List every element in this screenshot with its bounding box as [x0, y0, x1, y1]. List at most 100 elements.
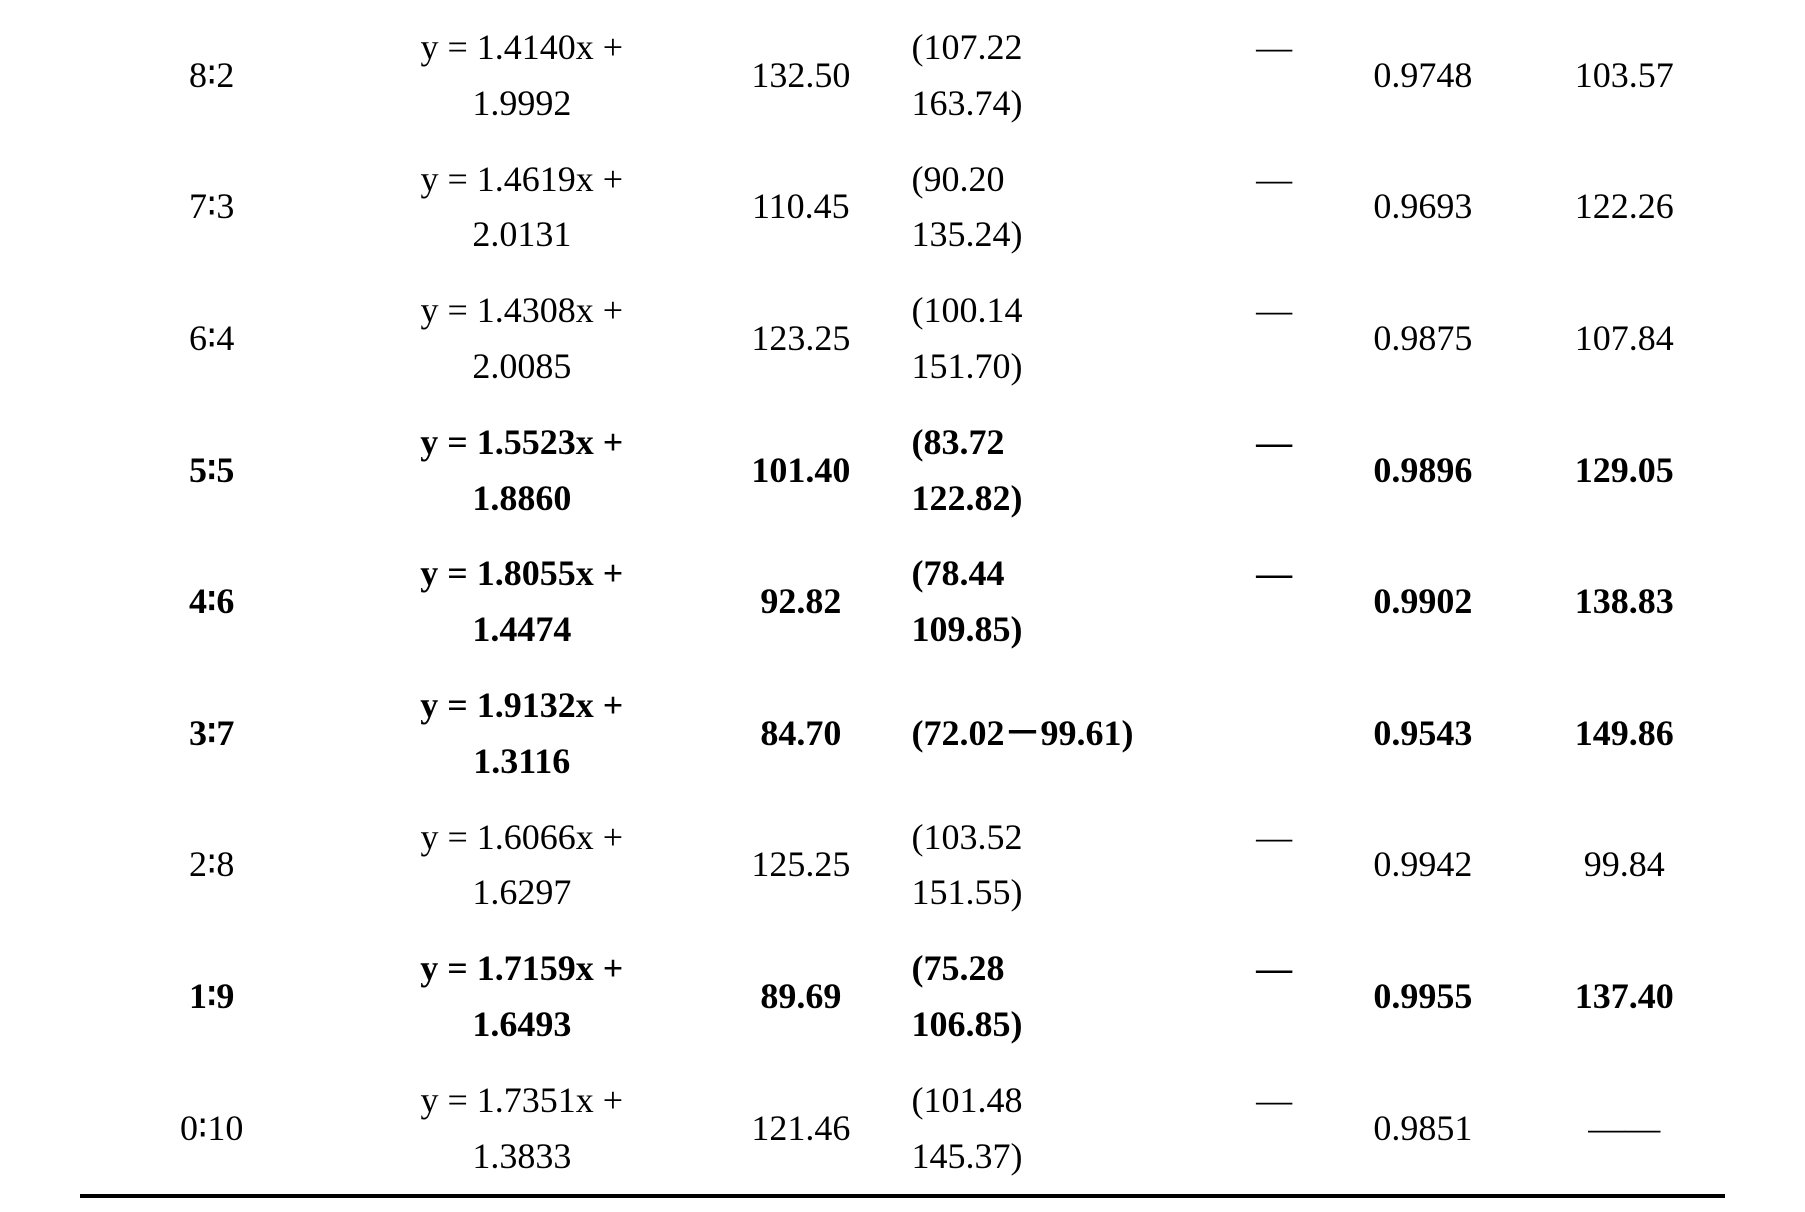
ratio-left: 5: [189, 450, 207, 490]
equation-line2: 1.6297: [472, 865, 571, 921]
range-cell: (101.48145.37)—: [902, 1063, 1323, 1197]
value-cell: 89.69: [700, 931, 901, 1063]
r-squared-cell: 0.9896: [1322, 405, 1523, 537]
equation-line2: 2.0131: [472, 207, 571, 263]
r-squared-cell: 0.9942: [1322, 800, 1523, 932]
equation-line2: 1.8860: [472, 471, 571, 527]
range-high: 145.37): [912, 1129, 1023, 1185]
value-cell: 125.25: [700, 800, 901, 932]
metric-cell: 107.84: [1524, 273, 1725, 405]
ratio-left: 3: [189, 713, 207, 753]
equation-cell: y = 1.4308x +2.0085: [343, 273, 700, 405]
equation-line2: 1.4474: [472, 602, 571, 658]
ratio-left: 1: [189, 976, 207, 1016]
ratio-right: 10: [207, 1108, 243, 1148]
equation-line1: y = 1.4308x +: [421, 283, 624, 339]
table-row: 4∶6y = 1.8055x +1.447492.82(78.44109.85)…: [80, 536, 1725, 668]
ratio-right: 8: [216, 844, 234, 884]
r-squared-cell: 0.9543: [1322, 668, 1523, 800]
r-squared-cell: 0.9875: [1322, 273, 1523, 405]
range-cell: (107.22163.74) —: [902, 10, 1323, 142]
ratio-right: 7: [216, 713, 234, 753]
table-row: 6∶4y = 1.4308x +2.0085123.25(100.14151.7…: [80, 273, 1725, 405]
equation-line2: 1.3116: [473, 734, 570, 790]
table-row: 2∶8 y = 1.6066x +1.6297 125.25(103.52151.5…: [80, 800, 1725, 932]
range-low: (107.22: [912, 20, 1023, 76]
metric-cell: 138.83: [1524, 536, 1725, 668]
table-row: 3∶7y = 1.9132x +1.311684.70(72.02－99.61)…: [80, 668, 1725, 800]
r-squared-cell: 0.9902: [1322, 536, 1523, 668]
range-dash-icon: —: [1236, 415, 1314, 471]
range-high: 151.55): [912, 865, 1023, 921]
range-low: (103.52: [912, 810, 1023, 866]
metric-cell: 137.40: [1524, 931, 1725, 1063]
metric-cell: ——: [1524, 1063, 1725, 1197]
ratio-left: 2: [189, 844, 207, 884]
ratio-left: 6: [189, 318, 207, 358]
equation-line1: y = 1.6066x +: [421, 810, 624, 866]
range-low: (100.14: [912, 283, 1023, 339]
range-low: (75.28: [912, 941, 1023, 997]
equation-cell: y = 1.7351x +1.3833: [343, 1063, 700, 1197]
range-low: (83.72: [912, 415, 1023, 471]
r-squared-cell: 0.9851: [1322, 1063, 1523, 1197]
range-dash-icon: —: [1236, 20, 1314, 76]
table-row: 1∶9y = 1.7159x +1.649389.69(75.28106.85)…: [80, 931, 1725, 1063]
range-high: 135.24): [912, 207, 1023, 263]
range-high: 151.70): [912, 339, 1023, 395]
range-cell: (72.02－99.61): [902, 668, 1323, 800]
range-cell: (83.72122.82) —: [902, 405, 1323, 537]
range-cell: (75.28106.85)—: [902, 931, 1323, 1063]
metric-cell: 129.05: [1524, 405, 1725, 537]
r-squared-cell: 0.9955: [1322, 931, 1523, 1063]
ratio-cell: 0∶10: [80, 1063, 343, 1197]
range-high: 122.82): [912, 471, 1023, 527]
regression-table: 8∶2y = 1.4140x +1.9992132.50(107.22163.7…: [80, 10, 1725, 1198]
equation-line1: y = 1.8055x +: [420, 546, 623, 602]
equation-cell: y = 1.4619x +2.0131: [343, 142, 700, 274]
equation-line1: y = 1.4140x +: [421, 20, 624, 76]
ratio-left: 4: [189, 581, 207, 621]
equation-cell: y = 1.8055x +1.4474: [343, 536, 700, 668]
value-cell: 84.70: [700, 668, 901, 800]
metric-cell: 149.86: [1524, 668, 1725, 800]
equation-line1: y = 1.4619x +: [421, 152, 624, 208]
ratio-cell: 2∶8: [80, 800, 343, 932]
ratio-cell: 3∶7: [80, 668, 343, 800]
table-row: 8∶2y = 1.4140x +1.9992132.50(107.22163.7…: [80, 10, 1725, 142]
equation-cell: y = 1.9132x +1.3116: [343, 668, 700, 800]
range-low: (90.20: [912, 152, 1023, 208]
table-page: 8∶2y = 1.4140x +1.9992132.50(107.22163.7…: [0, 0, 1805, 1198]
equation-line1: y = 1.5523x +: [420, 415, 623, 471]
ratio-right: 2: [216, 55, 234, 95]
ratio-right: 9: [216, 976, 234, 1016]
equation-line1: y = 1.7159x +: [420, 941, 623, 997]
range-dash-icon: —: [1236, 283, 1314, 339]
equation-line2: 1.9992: [472, 76, 571, 132]
r-squared-cell: 0.9748: [1322, 10, 1523, 142]
range-cell: (103.52151.55) —: [902, 800, 1323, 932]
range-dash-icon: —: [1236, 152, 1314, 208]
ratio-right: 3: [216, 186, 234, 226]
range-dash-icon: —: [1236, 546, 1314, 602]
metric-cell: 99.84: [1524, 800, 1725, 932]
ratio-cell: 7∶3: [80, 142, 343, 274]
value-cell: 123.25: [700, 273, 901, 405]
range-high: 106.85): [912, 997, 1023, 1053]
table-row: 5∶5y = 1.5523x +1.8860101.40(83.72122.82…: [80, 405, 1725, 537]
ratio-right: 6: [216, 581, 234, 621]
ratio-cell: 4∶6: [80, 536, 343, 668]
range-low: (101.48: [912, 1073, 1023, 1129]
value-cell: 92.82: [700, 536, 901, 668]
range-cell: (78.44109.85)—: [902, 536, 1323, 668]
range-high: 163.74): [912, 76, 1023, 132]
range-single: (72.02－99.61): [912, 713, 1134, 753]
range-high: 109.85): [912, 602, 1023, 658]
equation-line1: y = 1.9132x +: [420, 678, 623, 734]
equation-cell: y = 1.4140x +1.9992: [343, 10, 700, 142]
range-dash-icon: —: [1236, 810, 1314, 866]
value-cell: 110.45: [700, 142, 901, 274]
metric-cell: 103.57: [1524, 10, 1725, 142]
table-row: 0∶10y = 1.7351x +1.3833121.46(101.48145.…: [80, 1063, 1725, 1197]
ratio-left: 7: [189, 186, 207, 226]
